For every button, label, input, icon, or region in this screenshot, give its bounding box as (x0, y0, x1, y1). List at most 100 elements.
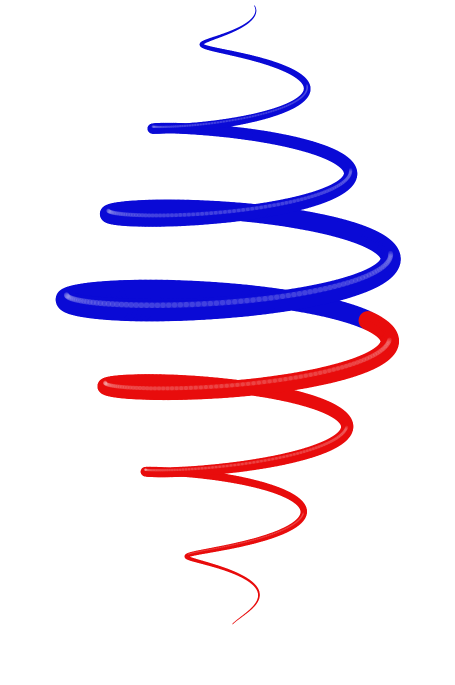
helix-highlight (260, 459, 267, 463)
helix-highlight (262, 379, 272, 385)
helix-highlight (327, 439, 333, 444)
helix-highlight (385, 258, 392, 265)
helix-highlight (289, 524, 293, 527)
helix-highlight (305, 448, 312, 453)
helix-highlight (313, 370, 323, 376)
helix-highlight (249, 115, 254, 118)
helix-highlight (298, 518, 301, 521)
helix-highlight (252, 538, 257, 541)
helix-highlight (370, 352, 378, 359)
helix-highlight (301, 514, 304, 517)
helix-highlight (261, 536, 265, 539)
helix-highlight (343, 428, 348, 433)
helix-highlight (295, 520, 298, 524)
helix-highlight (265, 111, 270, 114)
helix-highlight (327, 367, 336, 373)
helix-highlight (332, 282, 342, 290)
helix-highlight (322, 284, 333, 292)
helix-highlight (281, 528, 285, 531)
helix-highlight (296, 197, 304, 202)
helix-highlight (68, 295, 76, 302)
helix-highlight (267, 378, 278, 384)
helix-highlight (337, 434, 342, 439)
helix-highlight (243, 116, 249, 120)
helix-highlight (380, 262, 388, 270)
helix-highlight (66, 294, 74, 301)
helix-highlight (336, 182, 343, 188)
helix-highlight (386, 256, 393, 264)
helix-highlight (256, 379, 267, 385)
helix-highlight (341, 430, 346, 435)
helix-highlight (308, 371, 318, 377)
helix-highlight (356, 275, 366, 282)
helix-highlight (262, 295, 274, 302)
helix-highlight (299, 450, 306, 454)
helix-highlight (344, 176, 350, 182)
helix-highlight (317, 286, 328, 293)
helix-highlight (293, 521, 297, 525)
helix-highlight (254, 205, 263, 210)
helix-highlight (268, 203, 276, 208)
helix-highlight (302, 289, 313, 296)
helix-highlight (294, 99, 298, 103)
helix-highlight (340, 431, 345, 436)
helix-highlight (254, 538, 259, 541)
helix-highlight (243, 541, 248, 543)
helix-highlight (237, 462, 244, 466)
helix-highlight (366, 271, 375, 278)
helix-highlight (300, 515, 303, 518)
helix-highlight (345, 278, 355, 286)
helix-highlight (342, 429, 347, 434)
helix-highlight (286, 526, 290, 529)
helix-highlight (284, 527, 289, 530)
helix-highlight (299, 517, 302, 520)
helix-highlight (325, 188, 332, 193)
helix-highlight (239, 542, 243, 545)
helix-back-segments (55, 41, 401, 602)
helix-highlight (387, 255, 393, 262)
helix-highlight (346, 174, 351, 179)
helix-highlight (64, 293, 71, 300)
helix-highlight (320, 443, 326, 448)
helix-highlight (312, 287, 323, 294)
helix-highlight (283, 376, 293, 382)
helix-highlight (244, 461, 252, 465)
helix-highlight (277, 107, 282, 111)
helix-highlight (267, 457, 275, 462)
helix-highlight (347, 173, 352, 178)
helix-highlight (304, 91, 307, 95)
helix-highlight (280, 200, 289, 206)
helix-highlight (267, 110, 273, 114)
helix-highlight (322, 442, 329, 447)
helix-highlight (281, 105, 286, 109)
helix-highlight (308, 447, 315, 452)
helix-highlight (385, 340, 391, 347)
helix-highlight (375, 349, 382, 356)
helix-highlight (246, 381, 256, 386)
helix-highlight (360, 273, 369, 281)
helix-highlight (275, 108, 280, 111)
helix-highlight (270, 109, 275, 113)
helix-highlight (331, 366, 341, 372)
helix-highlight (344, 426, 348, 432)
helix-highlight (283, 104, 288, 108)
helix-highlight (240, 117, 246, 120)
helix-highlight (263, 204, 272, 209)
helix-highlight (254, 113, 260, 117)
helix-highlight (291, 291, 303, 298)
helix-highlight (343, 362, 353, 369)
helix-highlight (335, 435, 341, 440)
helix-highlight (303, 372, 313, 378)
helix-highlight (331, 437, 337, 442)
helix-highlight (298, 97, 302, 100)
helix-highlight (329, 438, 335, 443)
helix-highlight (250, 296, 262, 303)
helix-highlight (300, 95, 304, 99)
helix-highlight (64, 293, 72, 300)
helix-highlight (364, 354, 373, 361)
helix-highlight (256, 537, 261, 540)
helix-highlight (302, 93, 306, 97)
helix-highlight (238, 297, 250, 304)
helix-highlight (291, 523, 294, 526)
helix-highlight (358, 357, 367, 364)
